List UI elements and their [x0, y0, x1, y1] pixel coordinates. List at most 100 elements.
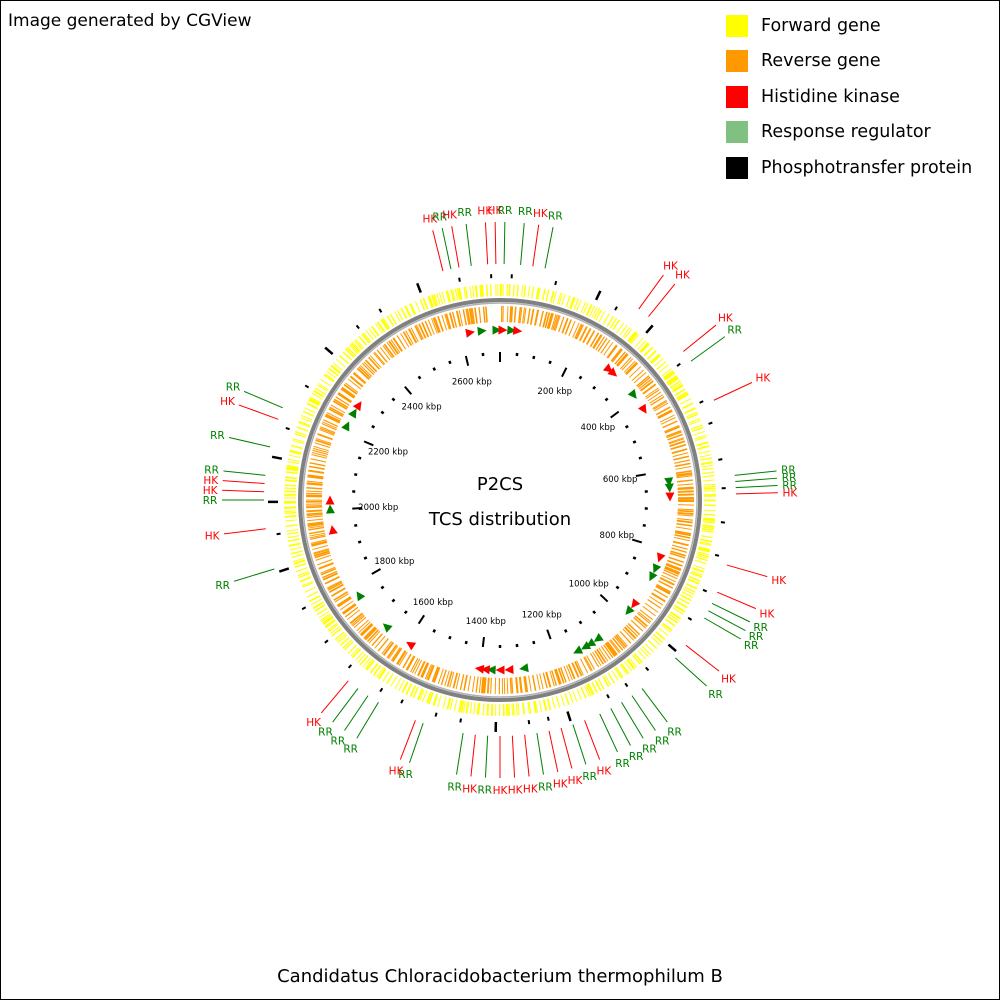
rr-marker: [519, 663, 529, 673]
forward-gene: [337, 634, 348, 644]
forward-gene: [433, 694, 439, 706]
reverse-gene: [388, 340, 399, 355]
callout-label: HK: [493, 785, 509, 797]
reverse-gene: [673, 455, 690, 461]
forward-gene: [433, 294, 439, 306]
forward-gene: [375, 323, 383, 334]
forward-gene: [309, 396, 321, 404]
reverse-gene: [311, 541, 328, 547]
forward-gene: [446, 697, 452, 710]
forward-gene: [672, 384, 684, 393]
forward-gene: [353, 340, 363, 350]
ruler-tick: [563, 629, 568, 633]
reverse-gene: [554, 315, 561, 331]
forward-gene: [327, 622, 338, 631]
reverse-gene: [545, 671, 552, 688]
ruler-tick: [632, 556, 637, 560]
forward-gene: [556, 292, 562, 305]
forward-gene: [658, 627, 669, 636]
forward-gene: [431, 294, 437, 307]
forward-gene: [683, 588, 695, 595]
forward-gene: [694, 434, 707, 440]
reverse-gene: [405, 330, 414, 345]
phosphotransfer-mark: [614, 306, 618, 311]
reverse-gene: [677, 486, 694, 490]
reverse-gene: [559, 667, 567, 683]
reverse-gene: [664, 424, 680, 433]
forward-gene: [489, 284, 492, 297]
hk-marker: [657, 552, 666, 563]
map-title-tcs-distribution: TCS distribution: [428, 509, 571, 530]
reverse-gene: [455, 310, 462, 327]
forward-gene: [373, 664, 382, 676]
callout-label: RR: [318, 727, 333, 739]
forward-gene: [669, 380, 681, 389]
phosphotransfer-mark: [379, 687, 384, 693]
reverse-gene: [665, 564, 681, 572]
forward-gene: [302, 582, 314, 588]
forward-gene: [508, 703, 511, 716]
legend-swatch-phosphotransfer-protein: [726, 156, 748, 179]
ruler-tick: [624, 424, 629, 429]
reverse-gene: [427, 319, 435, 335]
callout-label: HK: [477, 205, 493, 217]
reverse-gene: [482, 306, 486, 323]
backbone-ring: [298, 298, 702, 702]
hk-marker: [480, 665, 491, 675]
forward-gene: [698, 450, 711, 455]
reverse-gene: [519, 676, 523, 693]
reverse-gene: [431, 318, 438, 334]
reverse-gene: [677, 490, 694, 493]
ruler-label: 1200 kbp: [522, 611, 562, 621]
reverse-gene: [659, 414, 675, 423]
reverse-gene: [550, 314, 557, 330]
callout-line: [599, 713, 618, 753]
ruler-tick: [610, 410, 620, 419]
reverse-gene: [391, 647, 403, 663]
forward-gene: [598, 310, 606, 322]
forward-gene: [335, 358, 346, 368]
reverse-gene: [677, 511, 694, 516]
callout-line: [735, 484, 778, 489]
reverse-gene: [671, 448, 688, 455]
reverse-gene: [612, 637, 624, 651]
callout-line: [536, 733, 544, 775]
forward-gene: [693, 564, 705, 570]
reverse-gene: [674, 462, 691, 468]
reverse-gene: [408, 328, 418, 344]
callout-label: HK: [755, 372, 771, 384]
reverse-gene: [616, 352, 628, 367]
ruler-tick: [354, 523, 358, 527]
reverse-gene: [342, 604, 357, 615]
forward-gene-track: [284, 283, 717, 717]
legend-swatch-histidine-kinase: [726, 85, 748, 108]
callout-label: RR: [210, 430, 225, 442]
callout-line: [238, 404, 279, 420]
reverse-gene: [578, 326, 588, 341]
forward-gene: [287, 538, 300, 543]
callout-line: [704, 617, 742, 640]
ruler-tick: [464, 355, 470, 366]
reverse-gene: [307, 521, 324, 525]
reverse-gene: [510, 306, 514, 323]
forward-gene: [342, 351, 353, 361]
reverse-gene: [616, 353, 629, 367]
forward-gene: [702, 471, 715, 475]
reverse-gene: [328, 582, 343, 591]
reverse-gene: [676, 479, 694, 483]
reverse-gene: [333, 398, 349, 409]
hk-marker: [512, 325, 523, 335]
reverse-gene: [649, 394, 664, 404]
callout-label: RR: [655, 735, 670, 747]
rr-marker: [586, 637, 597, 647]
forward-gene: [573, 298, 580, 311]
rr-marker: [625, 605, 635, 615]
reverse-gene: [474, 307, 478, 324]
legend: Forward gene Reverse gene Histidine kina…: [726, 8, 972, 186]
forward-gene: [515, 703, 518, 716]
reverse-gene: [402, 331, 413, 347]
forward-gene: [666, 375, 678, 384]
reverse-gene: [347, 378, 362, 390]
reverse-gene: [331, 587, 346, 597]
reverse-gene: [349, 375, 364, 388]
